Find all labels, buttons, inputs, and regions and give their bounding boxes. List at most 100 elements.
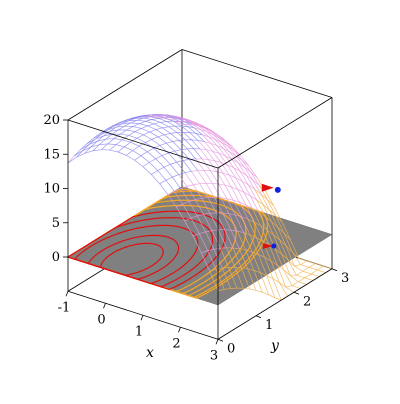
- mesh-line: [145, 139, 151, 142]
- mesh-line: [250, 289, 256, 290]
- mesh-line: [149, 159, 155, 163]
- mesh-line: [303, 267, 309, 271]
- x-tick-mark: [216, 339, 218, 344]
- mesh-line: [177, 162, 185, 173]
- mesh-line: [151, 171, 157, 175]
- mesh-line: [309, 263, 315, 267]
- mesh-line: [120, 134, 128, 135]
- mesh-line: [301, 265, 309, 268]
- mesh-line: [286, 287, 294, 292]
- y-tick-mark: [294, 292, 299, 294]
- mesh-line: [141, 128, 149, 131]
- mesh-line: [173, 142, 181, 150]
- mesh-line: [124, 147, 132, 151]
- mesh-line: [118, 147, 124, 152]
- x-tick-label: 3: [210, 348, 218, 363]
- mesh-line: [148, 126, 156, 130]
- mesh-line: [143, 135, 151, 140]
- mesh-line: [229, 175, 237, 189]
- mesh-line: [179, 140, 187, 148]
- mesh-line: [146, 119, 152, 121]
- mesh-line: [170, 164, 178, 174]
- mesh-line: [126, 151, 132, 156]
- mesh-line: [296, 271, 302, 275]
- mesh-line: [292, 282, 298, 286]
- mesh-line: [133, 146, 139, 150]
- mesh-line: [172, 177, 180, 188]
- x-tick-mark: [179, 327, 181, 332]
- y-tick-label: 2: [303, 294, 311, 309]
- mesh-line: [152, 137, 158, 140]
- mesh-line: [305, 278, 313, 281]
- box-edge-front: [218, 98, 332, 169]
- mesh-line: [122, 140, 130, 143]
- mesh-line: [116, 140, 122, 145]
- mesh-line: [299, 258, 307, 261]
- mesh-line: [173, 140, 179, 141]
- mesh-line: [108, 139, 114, 144]
- mesh-line: [290, 275, 298, 282]
- mesh-line: [279, 283, 287, 297]
- mesh-line: [135, 132, 143, 135]
- mesh-line: [146, 121, 154, 124]
- y-tick-label: 3: [341, 271, 349, 286]
- mesh-line: [147, 148, 153, 151]
- mesh-line: [162, 128, 170, 134]
- y-tick-label: 0: [227, 341, 235, 356]
- mesh-line: [156, 130, 164, 135]
- mesh-line: [139, 121, 145, 123]
- box-edge-back: [68, 50, 182, 121]
- mesh-line: [223, 148, 231, 159]
- mesh-line: [152, 119, 160, 122]
- mesh-line: [147, 152, 155, 159]
- mesh-line: [166, 142, 172, 144]
- mesh-line: [120, 130, 126, 134]
- mesh-line: [158, 137, 166, 143]
- mesh-line: [175, 150, 181, 151]
- mesh-line: [202, 159, 208, 160]
- mesh-line: [179, 175, 187, 187]
- mesh-line: [170, 162, 176, 164]
- mesh-line: [183, 159, 189, 160]
- mesh-line: [162, 156, 170, 165]
- mesh-line: [309, 267, 317, 270]
- mesh-line: [158, 171, 166, 181]
- y-tick-label: 1: [265, 318, 273, 333]
- mesh-line: [151, 174, 159, 183]
- mesh-line: [141, 156, 149, 163]
- mesh-line: [315, 263, 323, 266]
- x-tick-mark: [66, 291, 68, 296]
- mesh-line: [135, 160, 143, 166]
- x-tick-label: 2: [172, 336, 180, 351]
- mesh-line: [131, 142, 139, 146]
- x-tick-label: 0: [97, 312, 105, 327]
- mesh-line: [177, 133, 185, 140]
- y-tick-mark: [256, 316, 261, 318]
- mesh-line: [154, 124, 162, 128]
- mesh-line: [307, 261, 315, 264]
- mesh-line: [292, 286, 300, 289]
- mesh-line: [118, 152, 126, 155]
- point-marker-lower: [271, 244, 276, 249]
- mesh-line: [166, 177, 172, 180]
- mesh-line: [193, 184, 199, 185]
- mesh-line: [166, 180, 174, 191]
- z-tick-label: 0: [52, 250, 60, 265]
- mesh-line: [160, 121, 166, 122]
- mesh-line: [246, 175, 252, 180]
- mesh-line: [129, 135, 137, 138]
- mesh-line: [238, 189, 246, 205]
- box-edge-back: [182, 50, 332, 98]
- z-tick-label: 10: [43, 182, 60, 197]
- mesh-line: [116, 145, 124, 147]
- mesh-line: [185, 171, 191, 172]
- mesh-line: [154, 122, 160, 123]
- mesh-line: [127, 127, 133, 130]
- mesh-line: [135, 156, 141, 161]
- mesh-line: [110, 145, 116, 150]
- mesh-line: [144, 118, 152, 119]
- x-tick-label: -1: [58, 300, 71, 315]
- mesh-line: [196, 159, 204, 170]
- mesh-line: [162, 153, 168, 156]
- mesh-line: [143, 162, 149, 166]
